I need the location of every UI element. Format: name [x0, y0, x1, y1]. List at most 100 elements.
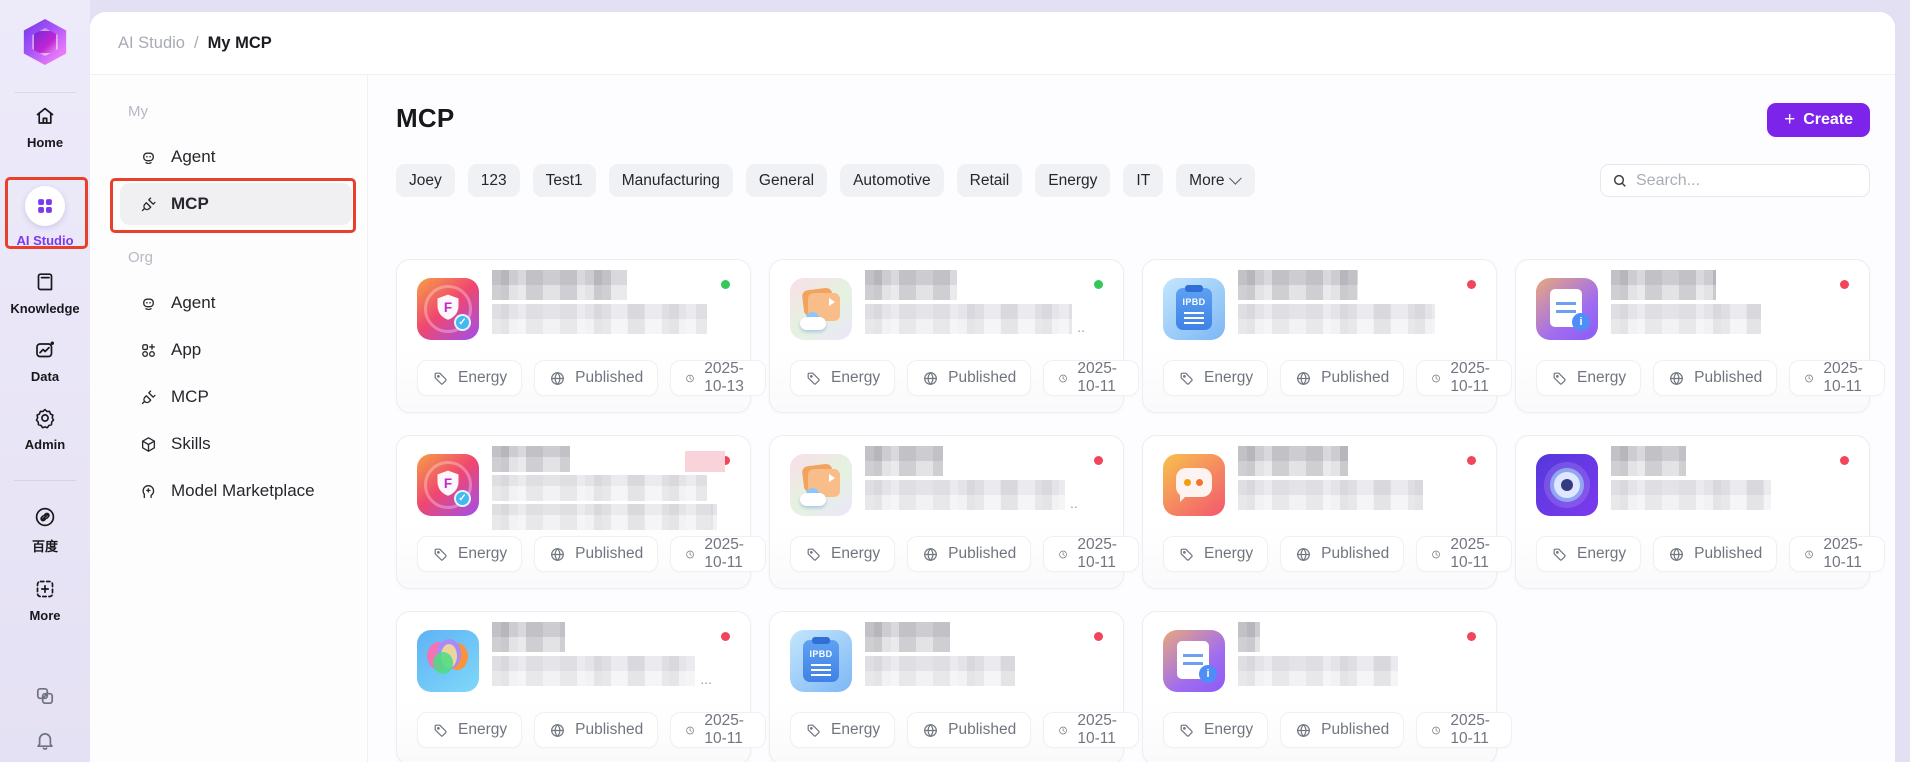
rail-bottom: [0, 684, 90, 752]
card-tags: Energy Published 2025-10-11: [1163, 536, 1512, 572]
category-tag: Energy: [417, 536, 523, 572]
create-button[interactable]: + Create: [1767, 103, 1870, 137]
page-title: MCP: [396, 103, 455, 133]
filter-chip-joey[interactable]: Joey: [396, 164, 455, 197]
publish-status-tag: Published: [907, 712, 1032, 748]
mcp-card[interactable]: IPBD Energy Published 2025-10-11: [769, 611, 1139, 762]
card-tags: Energy Published 2025-10-11: [790, 536, 1139, 572]
sidebar-item-my-agent[interactable]: Agent: [120, 136, 352, 178]
clock-icon: [1431, 370, 1441, 387]
mcp-card[interactable]: IPBD Energy Published 2025-10-11: [1142, 259, 1512, 413]
title-ellipsis: ..: [1077, 319, 1085, 335]
filter-chip-general[interactable]: General: [745, 164, 828, 197]
tag-label: Published: [948, 369, 1017, 386]
blurred-title-line: [492, 656, 696, 686]
search-input[interactable]: [1636, 171, 1858, 190]
clock-icon: [685, 370, 695, 387]
filter-chip-it[interactable]: IT: [1123, 164, 1164, 197]
sidebar-item-org-app[interactable]: App: [120, 329, 352, 371]
status-dot: [1840, 280, 1849, 289]
mcp-card[interactable]: i Energy Published 2025-10-11: [1515, 259, 1885, 413]
grid-icon: [24, 186, 65, 226]
rail-nav: Home AI Studio Knowledge Data Admin 百度 M…: [0, 104, 90, 645]
globe-icon: [922, 722, 939, 739]
blurred-title-line: [492, 475, 707, 501]
filter-chip-more[interactable]: More: [1176, 164, 1255, 197]
status-dot: [1840, 456, 1849, 465]
blurred-title-line: [865, 480, 1065, 510]
category-tag: Energy: [1163, 712, 1269, 748]
blurred-title-line: [865, 446, 943, 476]
clock-icon: [685, 546, 695, 563]
tag-label: Energy: [458, 369, 508, 386]
category-tag: Energy: [1163, 360, 1269, 396]
rail-item-home[interactable]: Home: [27, 104, 63, 150]
chevron-down-icon: [1228, 172, 1242, 185]
robot-icon: [139, 294, 158, 313]
app-icon: [139, 341, 158, 360]
filter-chip-123[interactable]: 123: [467, 164, 520, 197]
document-info-app-icon: i: [1536, 278, 1598, 340]
globe-icon: [1295, 722, 1312, 739]
search-box: [1600, 164, 1870, 197]
tag-label: 2025-10-11: [704, 536, 744, 571]
category-tag: Energy: [790, 360, 896, 396]
blurred-title-line: [1238, 446, 1348, 476]
tag-label: 2025-10-11: [704, 712, 744, 747]
publish-status-tag: Published: [1280, 360, 1405, 396]
category-tag: Energy: [417, 712, 523, 748]
palette-icon[interactable]: [33, 684, 57, 708]
rail-item-ai-studio[interactable]: AI Studio: [16, 186, 74, 248]
mcp-card[interactable]: .. Energy Published 2025-10-11: [769, 259, 1139, 413]
globe-icon: [1668, 546, 1685, 563]
bell-icon[interactable]: [33, 728, 57, 752]
tag-label: Published: [1321, 721, 1390, 738]
tag-label: 2025-10-11: [1077, 360, 1117, 395]
card-tags: Energy Published 2025-10-11: [1163, 712, 1512, 748]
sidebar-item-label: MCP: [171, 387, 209, 406]
mcp-card[interactable]: i Energy Published 2025-10-11: [1142, 611, 1512, 762]
clock-icon: [1804, 546, 1814, 563]
tag-icon: [432, 370, 449, 387]
svg-text:F: F: [444, 476, 452, 491]
rail-item-label: Knowledge: [10, 301, 80, 316]
sidebar-section-label: Org: [128, 249, 154, 266]
sidebar-item-my-mcp[interactable]: MCP: [120, 183, 352, 225]
rail-item-label: Data: [30, 369, 60, 384]
mcp-card[interactable]: .. Energy Published 2025-10-11: [769, 435, 1139, 589]
breadcrumb-parent[interactable]: AI Studio: [118, 33, 185, 52]
sidebar-item-org-mcp[interactable]: MCP: [120, 376, 352, 418]
card-tags: Energy Published 2025-10-11: [790, 712, 1139, 748]
filter-chip-energy[interactable]: Energy: [1035, 164, 1111, 197]
tag-label: Published: [575, 545, 644, 562]
document-info-app-icon: i: [1163, 630, 1225, 692]
filter-chip-manufacturing[interactable]: Manufacturing: [608, 164, 733, 197]
blurred-title: ..: [865, 270, 1085, 338]
sidebar-item-org-skills[interactable]: Skills: [120, 423, 352, 465]
mcp-card[interactable]: F ✓ Energy Published 2025-10-11: [396, 435, 766, 589]
filter-chip-test1[interactable]: Test1: [532, 164, 596, 197]
tag-icon: [432, 546, 449, 563]
blurred-title-line: [1238, 480, 1423, 510]
filter-chip-retail[interactable]: Retail: [956, 164, 1023, 197]
globe-icon: [1295, 546, 1312, 563]
mcp-card[interactable]: Energy Published 2025-10-11: [1142, 435, 1512, 589]
publish-status-tag: Published: [1280, 712, 1405, 748]
tag-label: Energy: [1204, 721, 1254, 738]
mcp-card[interactable]: F ✓ Energy Published 2025-10-13: [396, 259, 766, 413]
mcp-card[interactable]: Energy Published 2025-10-11: [1515, 435, 1885, 589]
rail-item-more[interactable]: More: [29, 577, 61, 623]
mcp-card[interactable]: ... Energy Published 2025-10-11: [396, 611, 766, 762]
rail-item-data[interactable]: Data: [31, 338, 59, 384]
rail-item-admin[interactable]: Admin: [25, 406, 65, 452]
sidebar-item-org-model-marketplace[interactable]: Model Marketplace: [120, 470, 352, 512]
secondary-sidebar: My Agent MCP Org Agent App MCP Skills Mod…: [90, 75, 368, 762]
app-logo[interactable]: [20, 17, 70, 67]
publish-status-tag: Published: [534, 360, 659, 396]
rail-item-百度[interactable]: 百度: [32, 505, 58, 555]
sidebar-item-org-agent[interactable]: Agent: [120, 282, 352, 324]
colorful-minds-app-icon: [417, 630, 479, 692]
rail-divider: [14, 480, 76, 481]
rail-item-knowledge[interactable]: Knowledge: [10, 270, 80, 316]
filter-chip-automotive[interactable]: Automotive: [840, 164, 944, 197]
